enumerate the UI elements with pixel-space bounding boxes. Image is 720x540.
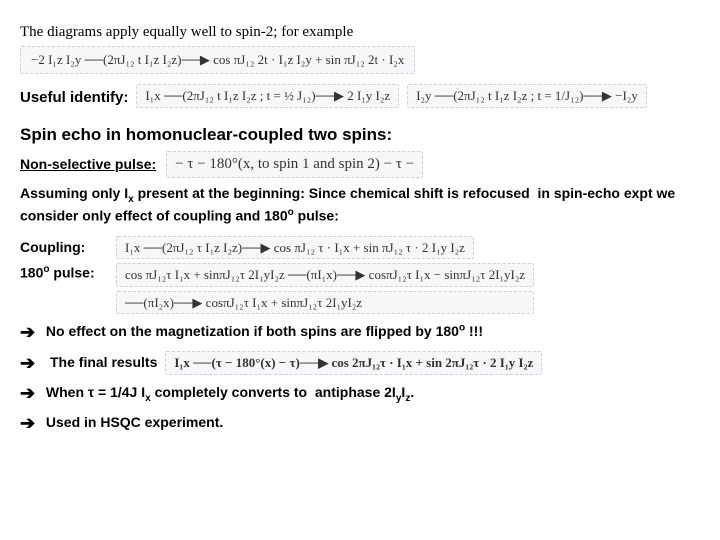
coupling-label: Coupling: [20, 238, 108, 257]
final-results-equation: I₁x ──(τ − 180°(x) − τ)──▶ cos 2πJ₁₂τ · … [165, 351, 542, 375]
bullet-3-text: When τ = 1/4J Ix completely converts to … [46, 384, 414, 400]
bullet-1-text: No effect on the magnetization if both s… [46, 323, 483, 339]
useful-eq-1: I₁x ──(2πJ₁₂ t I₁z I₂z ; t = ½ J₁₂)──▶ 2… [136, 84, 399, 108]
useful-eq-2: I₂y ──(2πJ₁₂ t I₁z I₂z ; t = 1/J₁₂)──▶ −… [407, 84, 647, 108]
arrow-icon: ➔ [20, 320, 42, 344]
bullet-2-label: The final results [50, 353, 157, 372]
intro-equation-row: −2 I₁z I₂y ──(2πJ₁₂ t I₁z I₂z)──▶ cos πJ… [20, 46, 700, 74]
coupling-row: Coupling: I₁x ──(2πJ₁₂ τ I₁z I₂z)──▶ cos… [20, 236, 700, 260]
arrow-icon: ➔ [20, 411, 42, 435]
useful-identify-row: Useful identify: I₁x ──(2πJ₁₂ t I₁z I₂z … [20, 78, 700, 114]
arrow-icon: ➔ [20, 351, 42, 375]
spin-echo-heading: Spin echo in homonuclear-coupled two spi… [20, 124, 700, 147]
nonselective-label: Non-selective pulse: [20, 155, 156, 174]
bullet-4-text: Used in HSQC experiment. [46, 414, 223, 430]
pulse-row: 180o pulse: cos πJ₁₂τ I₁x + sinπJ₁₂τ 2I₁… [20, 263, 700, 314]
intro-text: The diagrams apply equally well to spin-… [20, 22, 700, 42]
intro-equation: −2 I₁z I₂y ──(2πJ₁₂ t I₁z I₂z)──▶ cos πJ… [20, 46, 415, 74]
bullet-3: ➔ When τ = 1/4J Ix completely converts t… [20, 381, 700, 405]
bullet-1: ➔ No effect on the magnetization if both… [20, 320, 700, 344]
nonselective-equation: − τ − 180°(x, to spin 1 and spin 2) − τ … [166, 151, 423, 177]
pulse-equation-a: cos πJ₁₂τ I₁x + sinπJ₁₂τ 2I₁yI₂z ──(πI₁x… [116, 263, 534, 287]
bullet-2: ➔ The final results I₁x ──(τ − 180°(x) −… [20, 351, 700, 375]
arrow-icon: ➔ [20, 381, 42, 405]
pulse-equation-b: ──(πI₂x)──▶ cosπJ₁₂τ I₁x + sinπJ₁₂τ 2I₁y… [116, 291, 534, 315]
useful-heading: Useful identify: [20, 88, 128, 108]
coupling-equation: I₁x ──(2πJ₁₂ τ I₁z I₂z)──▶ cos πJ₁₂ τ · … [116, 236, 474, 260]
assumption-text: Assuming only Ix present at the beginnin… [20, 184, 700, 226]
nonselective-row: Non-selective pulse: − τ − 180°(x, to sp… [20, 151, 700, 178]
pulse-label: 180o pulse: [20, 263, 108, 283]
bullet-4: ➔ Used in HSQC experiment. [20, 411, 700, 435]
